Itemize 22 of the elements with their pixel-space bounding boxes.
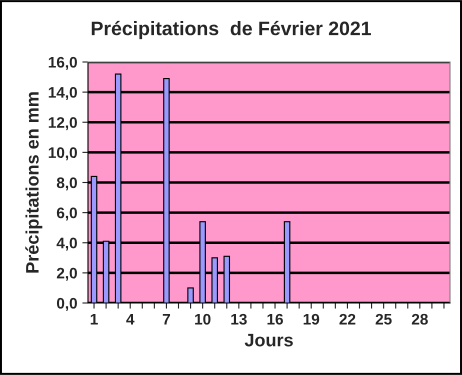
y-tick-label: 2,0 [56, 268, 77, 281]
y-tick-label: 4,0 [56, 238, 77, 251]
x-tick-label: 25 [376, 314, 392, 325]
x-tick-label: 10 [195, 314, 211, 325]
y-tick-label: 12,0 [48, 117, 77, 130]
x-tick-label: 13 [231, 314, 247, 325]
y-tick-label: 6,0 [56, 207, 77, 221]
x-tick-label: 4 [126, 314, 134, 324]
x-tick-label: 7 [162, 314, 170, 324]
y-axis-title: Précipitations en mm [25, 92, 42, 273]
y-tick-label: 10,0 [48, 147, 77, 160]
x-tick-label: 1 [90, 314, 98, 324]
y-tick-label: 14,0 [48, 86, 77, 100]
x-axis-title: Jours [244, 334, 293, 346]
chart-title: Précipitations de Février 2021 [92, 20, 371, 40]
y-tick-label: 0,0 [56, 298, 77, 311]
x-tick-label: 16 [268, 314, 283, 325]
x-tick-label: 28 [412, 314, 428, 325]
x-tick-label: 22 [339, 314, 356, 324]
x-tick-label: 19 [304, 314, 320, 325]
y-tick-label: 16,0 [48, 56, 77, 70]
y-tick-label: 8,0 [56, 177, 77, 190]
